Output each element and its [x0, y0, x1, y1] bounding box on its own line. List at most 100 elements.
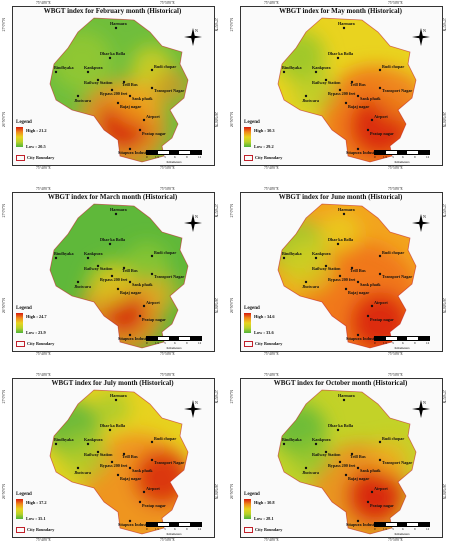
scale-tick-label: 12: [426, 340, 430, 345]
place-label: Sitapura Industrial Area: [346, 336, 391, 341]
scale-bar-unit: Kilometers: [166, 531, 182, 536]
legend-gradient: [16, 127, 23, 147]
place-label: Jhotwara: [302, 98, 320, 103]
place-marker: [304, 466, 308, 470]
north-arrow-icon: N: [184, 212, 202, 239]
longitude-label: 75°40'0"E: [36, 166, 51, 170]
longitude-label: 75°40'0"E: [36, 352, 51, 356]
place-marker: [116, 473, 120, 477]
longitude-label: 75°50'0"E: [388, 352, 403, 356]
place-label: Airport: [146, 486, 160, 491]
place-label: Budi chopar: [154, 64, 176, 69]
place-marker: [342, 26, 346, 30]
wbgt-heat-map: Harmara Dhar ka Bolla Bindhyaka Kankpura Bud…: [277, 203, 417, 349]
place-marker: [344, 473, 348, 477]
north-label: N: [423, 400, 426, 405]
scale-tick-label: 9: [414, 526, 416, 531]
latitude-label: 27°0'0"N: [214, 18, 218, 32]
place-marker: [304, 280, 308, 284]
latitude-label: 27°0'0"N: [2, 204, 6, 218]
legend-title: Legend: [244, 120, 260, 125]
latitude-label: 27°0'0"N: [230, 18, 234, 32]
longitude-label: 75°50'0"E: [388, 1, 403, 5]
longitude-label: 75°40'0"E: [264, 352, 279, 356]
map-title: WBGT index for May month (Historical): [279, 7, 402, 15]
place-label: Sank phatk: [360, 468, 381, 473]
place-label: Kankpura: [312, 437, 332, 442]
scale-bar-ticks: 0 1.5 3 6 9 12: [146, 155, 202, 160]
scale-bar-graphic: [146, 150, 202, 155]
map-panel-jul: Harmara Dhar ka Bolla Bindhyaka Kankpura Bud…: [0, 372, 219, 550]
place-label: Bypass 200 feet: [328, 91, 356, 96]
map-legend: Legend High : 30.3 Low : 29.2: [244, 120, 275, 149]
map-title: WBGT index for June month (Historical): [278, 193, 403, 201]
city-boundary-label: City Boundary: [255, 155, 283, 160]
place-label: Budi chopar: [382, 64, 404, 69]
map-panel-jun: Harmara Dhar ka Bolla Bindhyaka Kankpura Bud…: [228, 186, 447, 364]
legend-high: High : 24.7: [26, 314, 47, 319]
legend-gradient: [16, 313, 23, 333]
place-marker: [150, 86, 154, 90]
longitude-label: 75°50'0"E: [160, 166, 175, 170]
legend-high: High : 21.2: [26, 128, 47, 133]
place-label: Airport: [374, 486, 388, 491]
north-arrow-icon: N: [184, 398, 202, 425]
place-marker: [76, 280, 80, 284]
latitude-label: 26°50'0"N: [2, 298, 6, 314]
place-label: Jhotwara: [302, 284, 320, 289]
city-boundary-label: City Boundary: [255, 341, 283, 346]
city-boundary-swatch: [16, 155, 25, 161]
wbgt-heat-map: Harmara Dhar ka Bolla Bindhyaka Kankpura Bud…: [49, 389, 189, 535]
place-label: Budi chopar: [382, 436, 404, 441]
legend-high: High : 37.2: [26, 500, 47, 505]
place-label: Sitapura Industrial Area: [118, 150, 163, 155]
scale-bar-graphic: [374, 150, 430, 155]
scale-bar-unit: Kilometers: [394, 345, 410, 350]
place-label: Pratap nagar: [370, 503, 394, 508]
place-label: Trill Bus: [350, 268, 366, 273]
scale-tick-label: 9: [186, 154, 188, 159]
place-marker: [336, 242, 340, 246]
place-label: Transport Nagar: [154, 460, 184, 465]
legend-low: Low : 23.9: [26, 330, 46, 335]
scale-tick-label: 12: [426, 526, 430, 531]
place-marker: [54, 442, 58, 446]
north-label: N: [423, 28, 426, 33]
place-label: Bajaj nagar: [348, 476, 369, 481]
scale-tick-label: 3: [392, 154, 394, 159]
latitude-label: 27°0'0"N: [2, 18, 6, 32]
scale-bar-unit: Kilometers: [166, 345, 182, 350]
place-label: Dhar ka Bolla: [100, 423, 126, 428]
place-label: Airport: [146, 300, 160, 305]
place-marker: [356, 519, 360, 523]
place-label: Sank phatk: [132, 96, 153, 101]
place-label: Trill Bus: [122, 454, 138, 459]
place-marker: [356, 147, 360, 151]
scale-tick-label: 3: [392, 526, 394, 531]
scale-tick-label: 9: [414, 154, 416, 159]
latitude-label: 26°50'0"N: [2, 112, 6, 128]
place-marker: [350, 266, 354, 270]
latitude-label: 26°50'0"N: [214, 484, 218, 500]
legend-title: Legend: [16, 492, 32, 497]
place-label: Sitapura Industrial Area: [346, 150, 391, 155]
longitude-label: 75°40'0"E: [36, 373, 51, 377]
map-title: WBGT index for March month (Historical): [47, 193, 178, 201]
city-boundary-legend: City Boundary: [244, 155, 282, 161]
latitude-label: 27°0'0"N: [442, 204, 446, 218]
north-label: N: [195, 214, 198, 219]
scale-tick-label: 3: [392, 340, 394, 345]
place-label: Transport Nagar: [154, 274, 184, 279]
place-marker: [76, 466, 80, 470]
scale-bar-graphic: [146, 336, 202, 341]
scale-tick-label: 12: [426, 154, 430, 159]
place-label: Airport: [146, 114, 160, 119]
latitude-label: 26°50'0"N: [442, 298, 446, 314]
place-label: Sank phatk: [132, 282, 153, 287]
place-marker: [150, 458, 154, 462]
place-marker: [122, 80, 126, 84]
scale-tick-label: 9: [414, 340, 416, 345]
place-label: Transport Nagar: [382, 460, 412, 465]
place-marker: [378, 86, 382, 90]
scale-tick-label: 1.5: [155, 340, 159, 345]
